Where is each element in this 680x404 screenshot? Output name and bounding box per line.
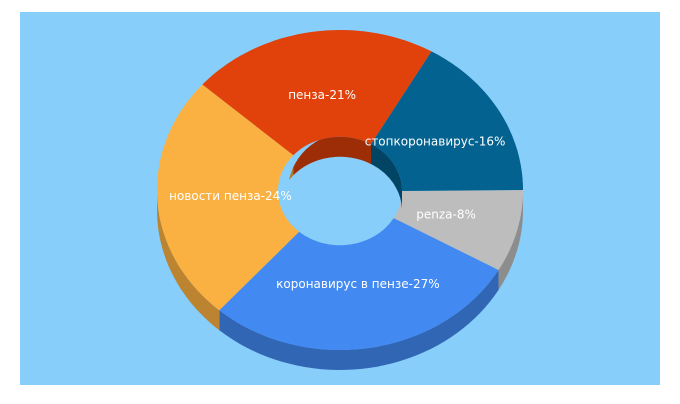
slice (202, 30, 432, 156)
data-label: стопкоронавирус-16% (365, 135, 506, 149)
slice (157, 84, 300, 311)
slice-inner (293, 136, 371, 176)
slice (393, 190, 523, 270)
data-label: коронавирус в пензе-27% (276, 277, 439, 291)
slice-inner (371, 144, 402, 211)
slice (219, 218, 499, 350)
data-label: новости пенза-24% (169, 189, 292, 203)
data-label: penza-8% (416, 207, 476, 221)
data-label: пенза-21% (288, 88, 356, 102)
slice-side (498, 190, 523, 290)
slice (371, 51, 523, 192)
slice-side (157, 190, 220, 331)
slice-side (219, 270, 499, 370)
